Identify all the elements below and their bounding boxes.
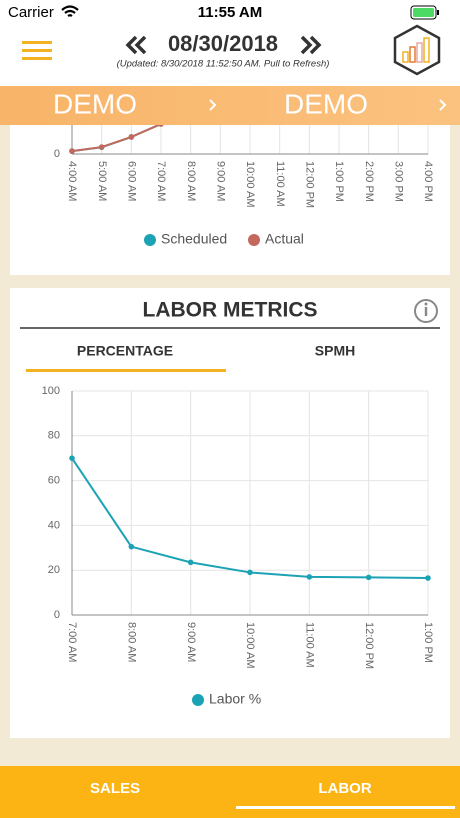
bottom-tabs: SALES LABOR — [90, 780, 455, 809]
x-tick-label: 8:00 AM — [125, 622, 137, 662]
legend-marker — [144, 234, 156, 246]
data-point — [425, 575, 431, 581]
y-tick-label: 40 — [48, 519, 60, 531]
legend-marker — [192, 694, 204, 706]
legend-label: Labor % — [209, 691, 261, 707]
metric-tab[interactable]: SPMH — [315, 343, 355, 359]
y-tick-label: 100 — [42, 385, 60, 397]
banner — [0, 86, 460, 125]
tab-bar — [0, 766, 460, 818]
sales-card — [10, 110, 450, 275]
x-tick-label: 12:00 PM — [303, 161, 315, 208]
menu-button[interactable] — [22, 41, 52, 60]
x-tick-label: 1:00 PM — [422, 622, 434, 663]
legend-label: Actual — [265, 231, 304, 247]
data-point — [306, 574, 313, 580]
next-day[interactable] — [300, 35, 322, 55]
labor-card — [10, 288, 450, 738]
metric-tabs: PERCENTAGE SPMH — [26, 343, 355, 372]
x-tick-label: 8:00 AM — [185, 161, 197, 201]
data-point — [158, 125, 164, 127]
data-point — [187, 559, 194, 566]
sales-legend: Scheduled Actual — [144, 231, 304, 247]
battery-tip — [437, 10, 439, 15]
x-tick-label: 4:00 PM — [422, 161, 434, 202]
date: 08/30/2018 — [168, 31, 278, 56]
data-point — [69, 455, 75, 462]
bottom-tab[interactable]: SALES — [90, 780, 140, 797]
x-tick-label: 7:00 AM — [66, 622, 78, 662]
bottom-tab-indicator — [236, 806, 455, 809]
x-tick-label: 10:00 AM — [244, 161, 256, 207]
labor-chart: 0 20 40 60 80 100 7:00 AM 8:00 AM 9:00 AM 10:00 A… — [42, 385, 434, 707]
y-tick-label: 20 — [48, 564, 60, 576]
y-tick-label: 60 — [48, 475, 60, 487]
sales-chart: 0 4:00 AM 5:00 AM 6:00 AM 7:00 AM 8:00 AM 9:00… — [54, 125, 434, 208]
x-tick-label: 11:00 AM — [303, 622, 315, 668]
x-tick-label: 9:00 AM — [214, 161, 226, 201]
y-tick-label: 0 — [54, 148, 60, 160]
x-tick-label: 10:00 AM — [244, 622, 256, 668]
x-tick-label: 3:00 PM — [392, 161, 404, 202]
x-tick-label: 7:00 AM — [155, 161, 167, 201]
y-tick-label: 80 — [48, 430, 60, 442]
data-point — [247, 569, 253, 576]
x-tick-label: 9:00 AM — [185, 622, 197, 662]
tab-indicator — [26, 369, 226, 372]
battery-level — [413, 8, 434, 17]
x-tick-label: 5:00 AM — [96, 161, 108, 201]
metric-tab[interactable]: PERCENTAGE — [77, 343, 173, 359]
data-point — [128, 543, 135, 550]
x-tick-label: 6:00 AM — [125, 161, 137, 201]
battery — [410, 5, 437, 20]
series-line — [71, 125, 162, 153]
banner-chevron — [439, 99, 447, 111]
x-tick-label: 2:00 PM — [363, 161, 375, 202]
banner-item[interactable]: DEMO — [53, 88, 137, 119]
x-tick-label: 11:00 AM — [274, 161, 286, 207]
banner-chevron — [209, 99, 217, 111]
info-button[interactable] — [414, 299, 438, 323]
prev-day[interactable] — [125, 35, 147, 55]
x-tick-label: 4:00 AM — [66, 161, 78, 201]
card-title: LABOR METRICS — [143, 299, 318, 322]
data-point — [365, 574, 372, 581]
x-tick-label: 12:00 PM — [363, 622, 375, 669]
updated-text: (Updated: 8/30/2018 11:52:50 AM. Pull to… — [117, 59, 330, 70]
legend-label: Scheduled — [161, 231, 227, 247]
y-tick-label: 0 — [54, 609, 60, 621]
logo[interactable] — [393, 24, 441, 76]
data-point — [69, 148, 75, 154]
carrier: Carrier — [8, 4, 54, 21]
banner-item[interactable]: DEMO — [284, 88, 368, 119]
data-point — [128, 134, 135, 140]
wifi-icon — [61, 5, 79, 17]
bottom-tab[interactable]: LABOR — [318, 780, 371, 797]
legend-marker — [248, 234, 260, 246]
data-point — [98, 144, 105, 150]
clock: 11:55 AM — [198, 4, 262, 21]
x-tick-label: 1:00 PM — [333, 161, 345, 202]
header-bg — [0, 0, 460, 86]
